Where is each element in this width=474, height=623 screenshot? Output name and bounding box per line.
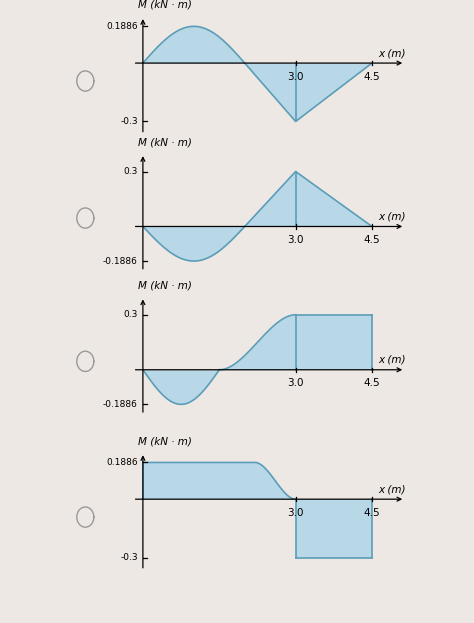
Text: 4.5: 4.5: [364, 508, 380, 518]
Text: M (kN · m): M (kN · m): [138, 0, 192, 10]
Text: M (kN · m): M (kN · m): [138, 436, 192, 446]
Text: 0.1886: 0.1886: [106, 458, 138, 467]
Text: 3.0: 3.0: [287, 508, 304, 518]
Text: x (m): x (m): [379, 484, 406, 494]
Text: 3.0: 3.0: [287, 72, 304, 82]
Text: 0.1886: 0.1886: [106, 22, 138, 31]
Text: 4.5: 4.5: [364, 235, 380, 245]
Text: 4.5: 4.5: [364, 72, 380, 82]
Text: 3.0: 3.0: [287, 235, 304, 245]
Text: 0.3: 0.3: [123, 167, 138, 176]
Polygon shape: [245, 63, 372, 121]
Text: x (m): x (m): [379, 354, 406, 365]
Text: M (kN · m): M (kN · m): [138, 280, 192, 290]
Text: 4.5: 4.5: [364, 379, 380, 389]
Text: -0.1886: -0.1886: [103, 400, 138, 409]
Text: x (m): x (m): [379, 211, 406, 222]
Text: M (kN · m): M (kN · m): [138, 137, 192, 147]
Text: x (m): x (m): [379, 48, 406, 58]
Text: 3.0: 3.0: [287, 379, 304, 389]
Text: -0.1886: -0.1886: [103, 257, 138, 265]
Text: -0.3: -0.3: [120, 117, 138, 126]
Text: -0.3: -0.3: [120, 553, 138, 562]
Text: 0.3: 0.3: [123, 310, 138, 320]
Polygon shape: [245, 171, 372, 227]
